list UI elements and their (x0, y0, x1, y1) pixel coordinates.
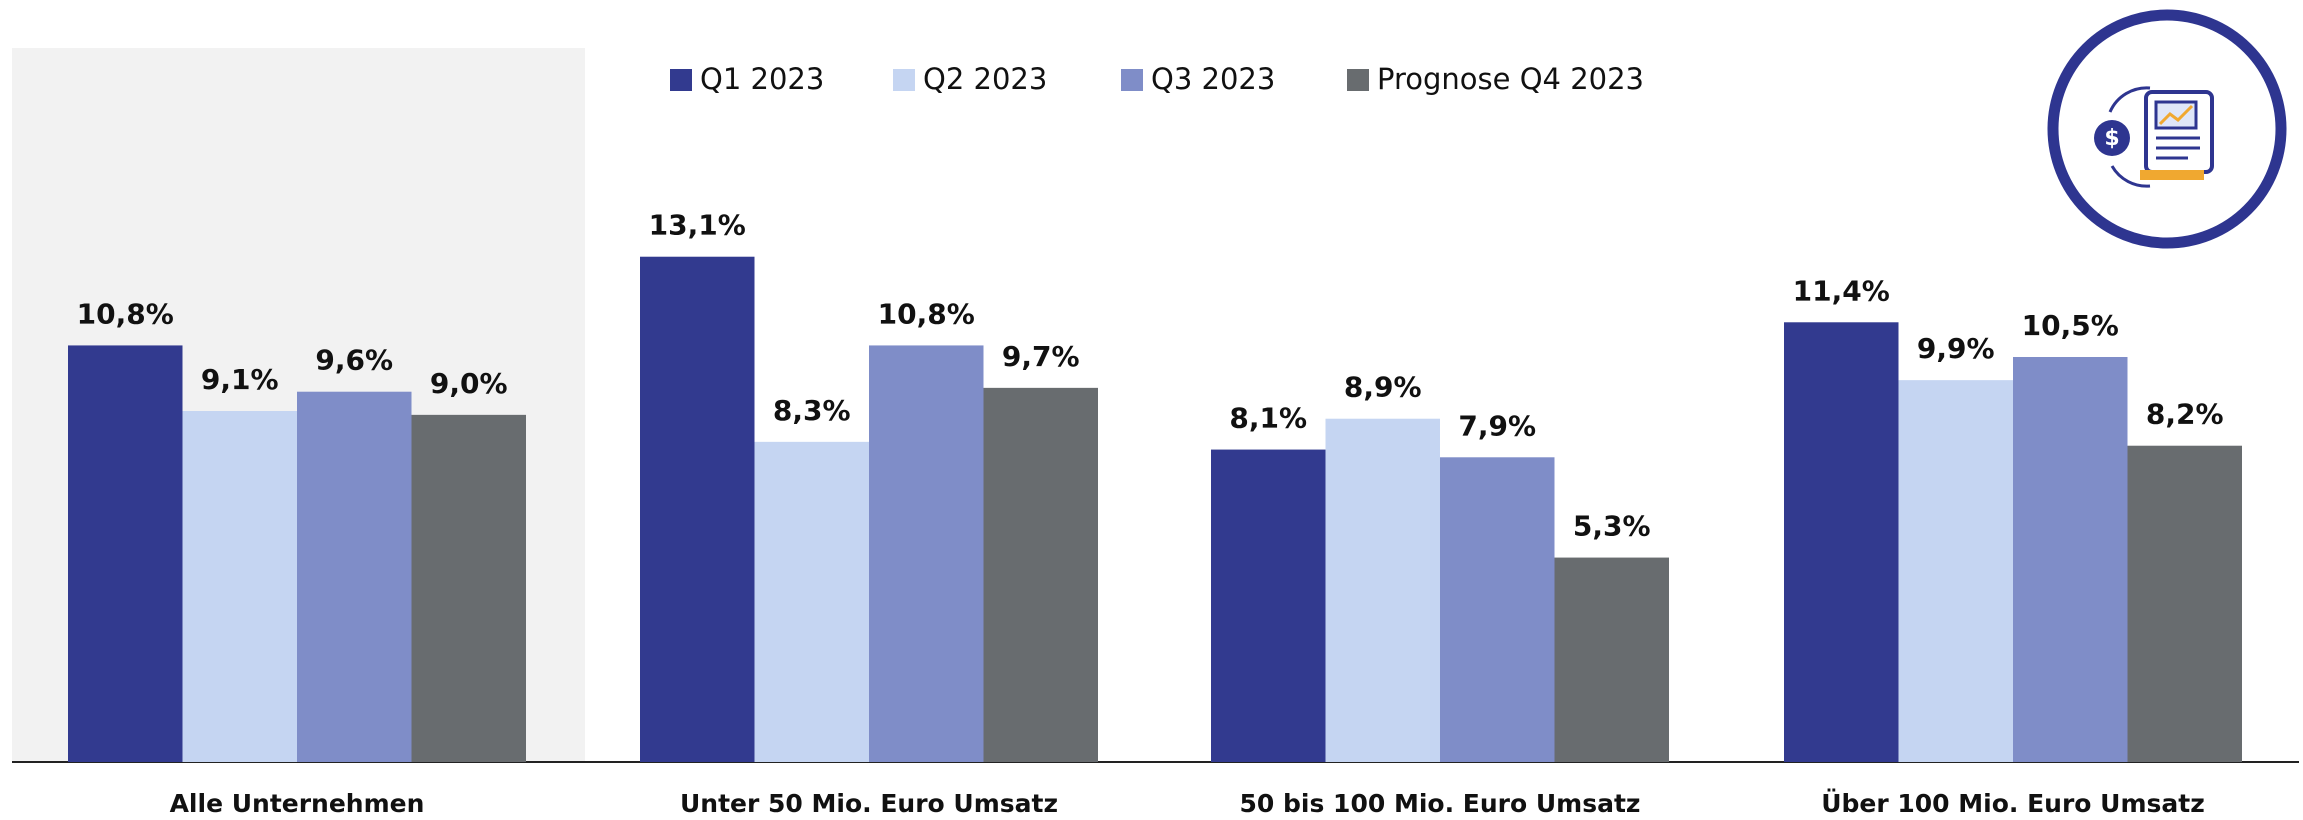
value-label: 10,5% (2022, 309, 2119, 342)
value-label: 13,1% (649, 209, 746, 242)
value-label: 8,1% (1229, 402, 1307, 435)
value-label: 9,6% (315, 344, 393, 377)
bar (1554, 557, 1669, 762)
legend-swatch (670, 69, 692, 91)
value-label: 8,2% (2146, 398, 2224, 431)
bar (68, 345, 183, 762)
bar (1898, 380, 2013, 762)
bar (182, 411, 297, 762)
value-label: 9,7% (1002, 340, 1080, 373)
x-tick-label: Über 100 Mio. Euro Umsatz (1821, 788, 2205, 818)
legend-label: Q3 2023 (1151, 62, 1275, 96)
legend-swatch (1347, 69, 1369, 91)
bar (1784, 322, 1899, 762)
value-label: 7,9% (1458, 409, 1536, 442)
bar (640, 256, 755, 762)
value-label: 11,4% (1793, 274, 1890, 307)
bar (1440, 457, 1555, 762)
x-tick-label: Unter 50 Mio. Euro Umsatz (680, 789, 1058, 818)
value-label: 8,3% (773, 394, 851, 427)
legend-label: Q1 2023 (700, 62, 824, 96)
bar (2127, 445, 2242, 762)
bar (411, 414, 526, 762)
bar (754, 441, 869, 762)
value-label: 9,0% (430, 367, 508, 400)
legend-swatch (1121, 69, 1143, 91)
legend-label: Q2 2023 (923, 62, 1047, 96)
value-label: 9,9% (1917, 332, 1995, 365)
x-tick-label: 50 bis 100 Mio. Euro Umsatz (1240, 789, 1641, 818)
svg-text:$: $ (2104, 126, 2119, 151)
bar (2013, 357, 2128, 762)
x-tick-label: Alle Unternehmen (170, 789, 425, 818)
value-label: 10,8% (878, 297, 975, 330)
value-label: 8,9% (1344, 371, 1422, 404)
bar (869, 345, 984, 762)
value-label: 5,3% (1573, 510, 1651, 543)
bar (1325, 418, 1440, 762)
legend-swatch (893, 69, 915, 91)
bar (983, 387, 1098, 762)
value-label: 10,8% (77, 297, 174, 330)
icon: $ (2047, 9, 2287, 249)
bar (1211, 449, 1326, 762)
legend-label: Prognose Q4 2023 (1377, 62, 1644, 96)
value-label: 9,1% (201, 363, 279, 396)
bar (297, 391, 412, 762)
